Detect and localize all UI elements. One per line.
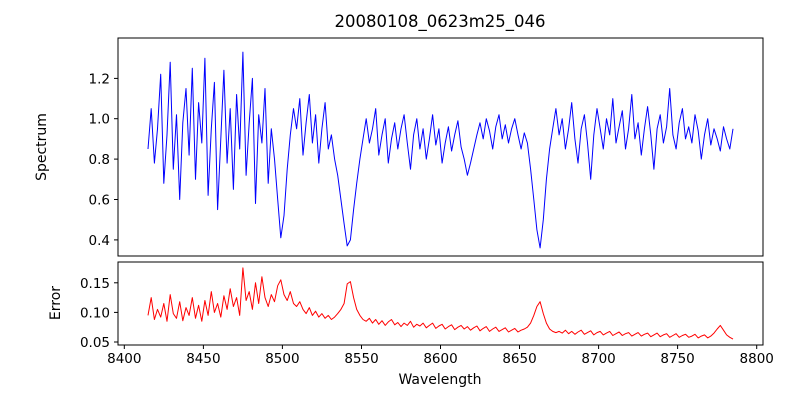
chart-title: 20080108_0623m25_046 (334, 12, 545, 32)
axes-frame (117, 37, 764, 257)
y-tick-label: 1.2 (89, 71, 110, 87)
x-tick-label: 8400 (107, 351, 141, 367)
y-tick-label: 0.15 (80, 276, 110, 292)
axes-frame (117, 261, 764, 346)
x-tick-label: 8650 (502, 351, 536, 367)
x-tick-label: 8550 (344, 351, 378, 367)
spectrum-line (147, 51, 734, 249)
error-line (147, 267, 734, 340)
y-tick-label: 0.6 (89, 193, 110, 209)
x-tick-label: 8800 (740, 351, 774, 367)
x-tick-label: 8700 (581, 351, 615, 367)
error-y-axis-label: Error (48, 286, 64, 320)
x-tick-label: 8500 (265, 351, 299, 367)
y-tick-label: 0.10 (80, 305, 110, 321)
x-tick-label: 8450 (186, 351, 220, 367)
y-tick-label: 0.4 (89, 233, 110, 249)
x-tick-label: 8600 (423, 351, 457, 367)
x-tick-label: 8750 (660, 351, 694, 367)
y-tick-label: 0.8 (89, 152, 110, 168)
y-tick-label: 1.0 (89, 112, 110, 128)
x-axis-label: Wavelength (398, 372, 481, 388)
y-tick-label: 0.05 (80, 335, 110, 351)
spectrum-y-axis-label: Spectrum (34, 113, 50, 181)
